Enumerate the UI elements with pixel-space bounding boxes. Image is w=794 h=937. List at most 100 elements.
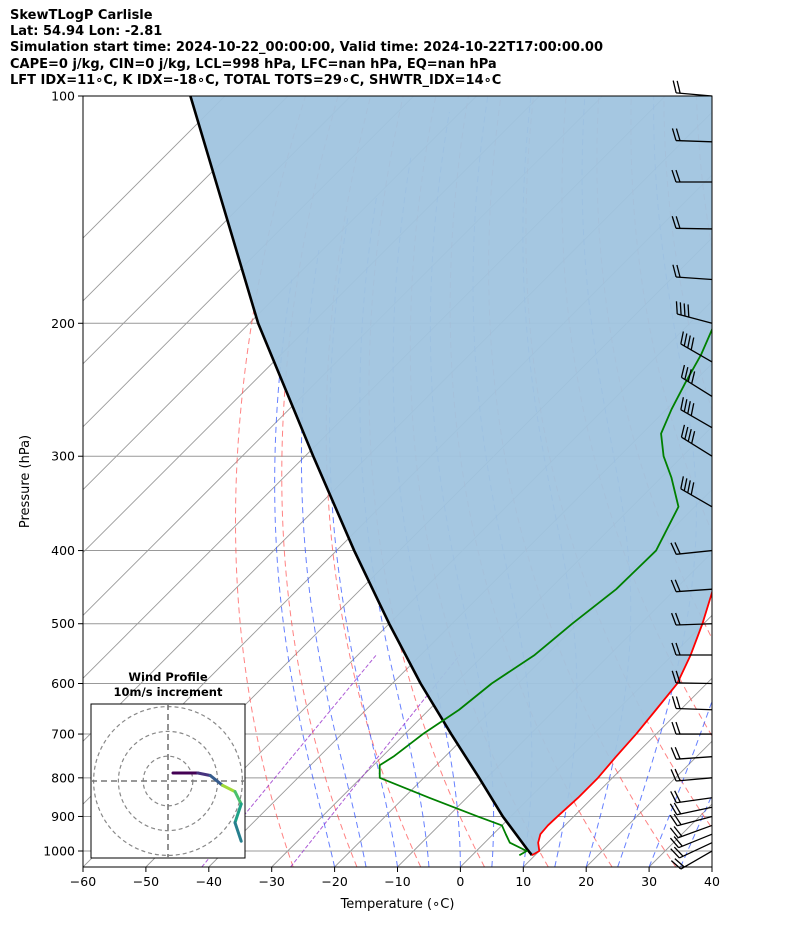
barb-flag	[687, 369, 692, 382]
x-tick-label: 20	[578, 874, 594, 889]
barb-staff	[681, 376, 713, 397]
hodograph-segment	[233, 802, 243, 825]
y-tick-label: 200	[51, 316, 75, 331]
hodograph-segment	[196, 771, 212, 777]
time-line: Simulation start time: 2024-10-22_00:00:…	[10, 40, 603, 55]
y-axis-label: Pressure (hPa)	[18, 435, 33, 528]
indices-line: LFT IDX=11∘C, K IDX=-18∘C, TOTAL TOTS=29…	[10, 73, 502, 88]
wind-barb	[671, 696, 713, 711]
y-tick-label: 500	[51, 616, 75, 631]
plot-clip-group	[83, 96, 712, 867]
hodograph-segment	[208, 773, 225, 787]
wind-barb	[670, 850, 713, 870]
barb-flag	[673, 813, 682, 826]
wind-barb	[670, 579, 713, 593]
barb-flag	[671, 721, 677, 735]
barb-flag	[675, 128, 681, 141]
wind-barb	[671, 670, 713, 685]
barb-flag	[674, 612, 681, 626]
x-tick-label: 40	[704, 874, 720, 889]
y-tick-label: 100	[51, 89, 75, 104]
temperature-line	[531, 589, 712, 857]
barb-staff	[677, 824, 713, 839]
barb-flag	[674, 858, 685, 868]
location-line: Lat: 54.94 Lon: -2.81	[10, 24, 163, 39]
hodograph-title: Wind Profile	[128, 670, 208, 684]
dry-adiabat	[368, 96, 485, 867]
x-tick-label: −20	[321, 874, 347, 889]
hodograph-segment	[221, 783, 237, 794]
wind-barb	[671, 128, 713, 143]
barb-flag	[679, 302, 682, 316]
mixing-ratio-line	[290, 654, 461, 867]
barb-flag	[674, 542, 681, 555]
y-tick-label: 800	[51, 770, 75, 785]
barb-staff	[675, 707, 713, 711]
barb-flag	[671, 128, 677, 141]
barb-flag	[670, 848, 680, 859]
wind-barb	[680, 476, 713, 508]
wind-barb	[669, 813, 713, 827]
convection-line: CAPE=0 j/kg, CIN=0 j/kg, LCL=998 hPa, LF…	[10, 57, 497, 72]
wind-barb	[680, 331, 713, 363]
barb-flag	[670, 542, 677, 555]
barb-flag	[680, 364, 686, 378]
barb-flag	[675, 670, 681, 684]
mixing-ratio-lines	[201, 654, 461, 867]
cin-shade-area	[190, 96, 712, 855]
barb-flag	[672, 80, 677, 94]
barb-staff	[676, 549, 713, 555]
x-tick-label: 0	[456, 874, 464, 889]
wind-barb	[672, 80, 713, 97]
barb-staff	[676, 756, 713, 760]
isotherm-line	[83, 96, 226, 239]
barb-flag	[680, 397, 684, 410]
y-tick-label: 900	[51, 809, 75, 824]
barb-flag	[674, 768, 681, 781]
barb-flag	[673, 802, 682, 815]
barb-flag	[687, 480, 691, 493]
barb-flag	[684, 426, 689, 440]
wind-barb	[670, 746, 713, 760]
axes: −60 −50 −40 −30 −20 −10 0 10 20 30 40 1000 900 800 700…	[18, 89, 720, 913]
barb-flag	[691, 371, 696, 384]
wind-barb	[671, 642, 712, 656]
barb-flag	[673, 826, 683, 837]
barb-flag	[690, 403, 695, 416]
barb-flag	[670, 791, 677, 804]
isotherm-line	[83, 96, 289, 302]
hodograph-clip-group	[91, 704, 245, 858]
barb-flag	[674, 579, 681, 592]
barb-flag	[683, 478, 688, 491]
plot-area	[83, 80, 713, 870]
barb-flag	[683, 399, 688, 412]
wind-barb	[680, 364, 713, 397]
barb-flag	[676, 264, 681, 278]
barb-staff	[680, 488, 713, 508]
hodograph-segment	[233, 790, 243, 806]
barb-flag	[680, 331, 684, 345]
barb-staff	[679, 842, 713, 859]
wind-barb	[669, 824, 713, 839]
x-tick-label: 30	[641, 874, 657, 889]
wind-barb	[670, 542, 713, 555]
barb-flag	[671, 696, 677, 709]
barb-staff	[677, 313, 713, 324]
y-tick-label: 300	[51, 449, 75, 464]
barb-flag	[673, 836, 683, 847]
barb-flag	[669, 837, 680, 849]
barb-flag	[687, 304, 690, 318]
barb-flag	[670, 747, 677, 760]
moist-adiabat	[300, 250, 367, 867]
barb-flag	[675, 216, 681, 229]
barb-staff	[676, 92, 713, 97]
barb-flag	[671, 216, 677, 229]
barb-flag	[672, 264, 677, 278]
barb-staff	[680, 409, 713, 429]
x-tick-label: −30	[259, 874, 285, 889]
wind-barb	[671, 216, 713, 230]
barb-staff	[676, 276, 713, 281]
hodograph-subtitle: 10m/s increment	[114, 685, 223, 699]
barb-flag	[676, 80, 681, 94]
wind-barb	[670, 612, 713, 626]
